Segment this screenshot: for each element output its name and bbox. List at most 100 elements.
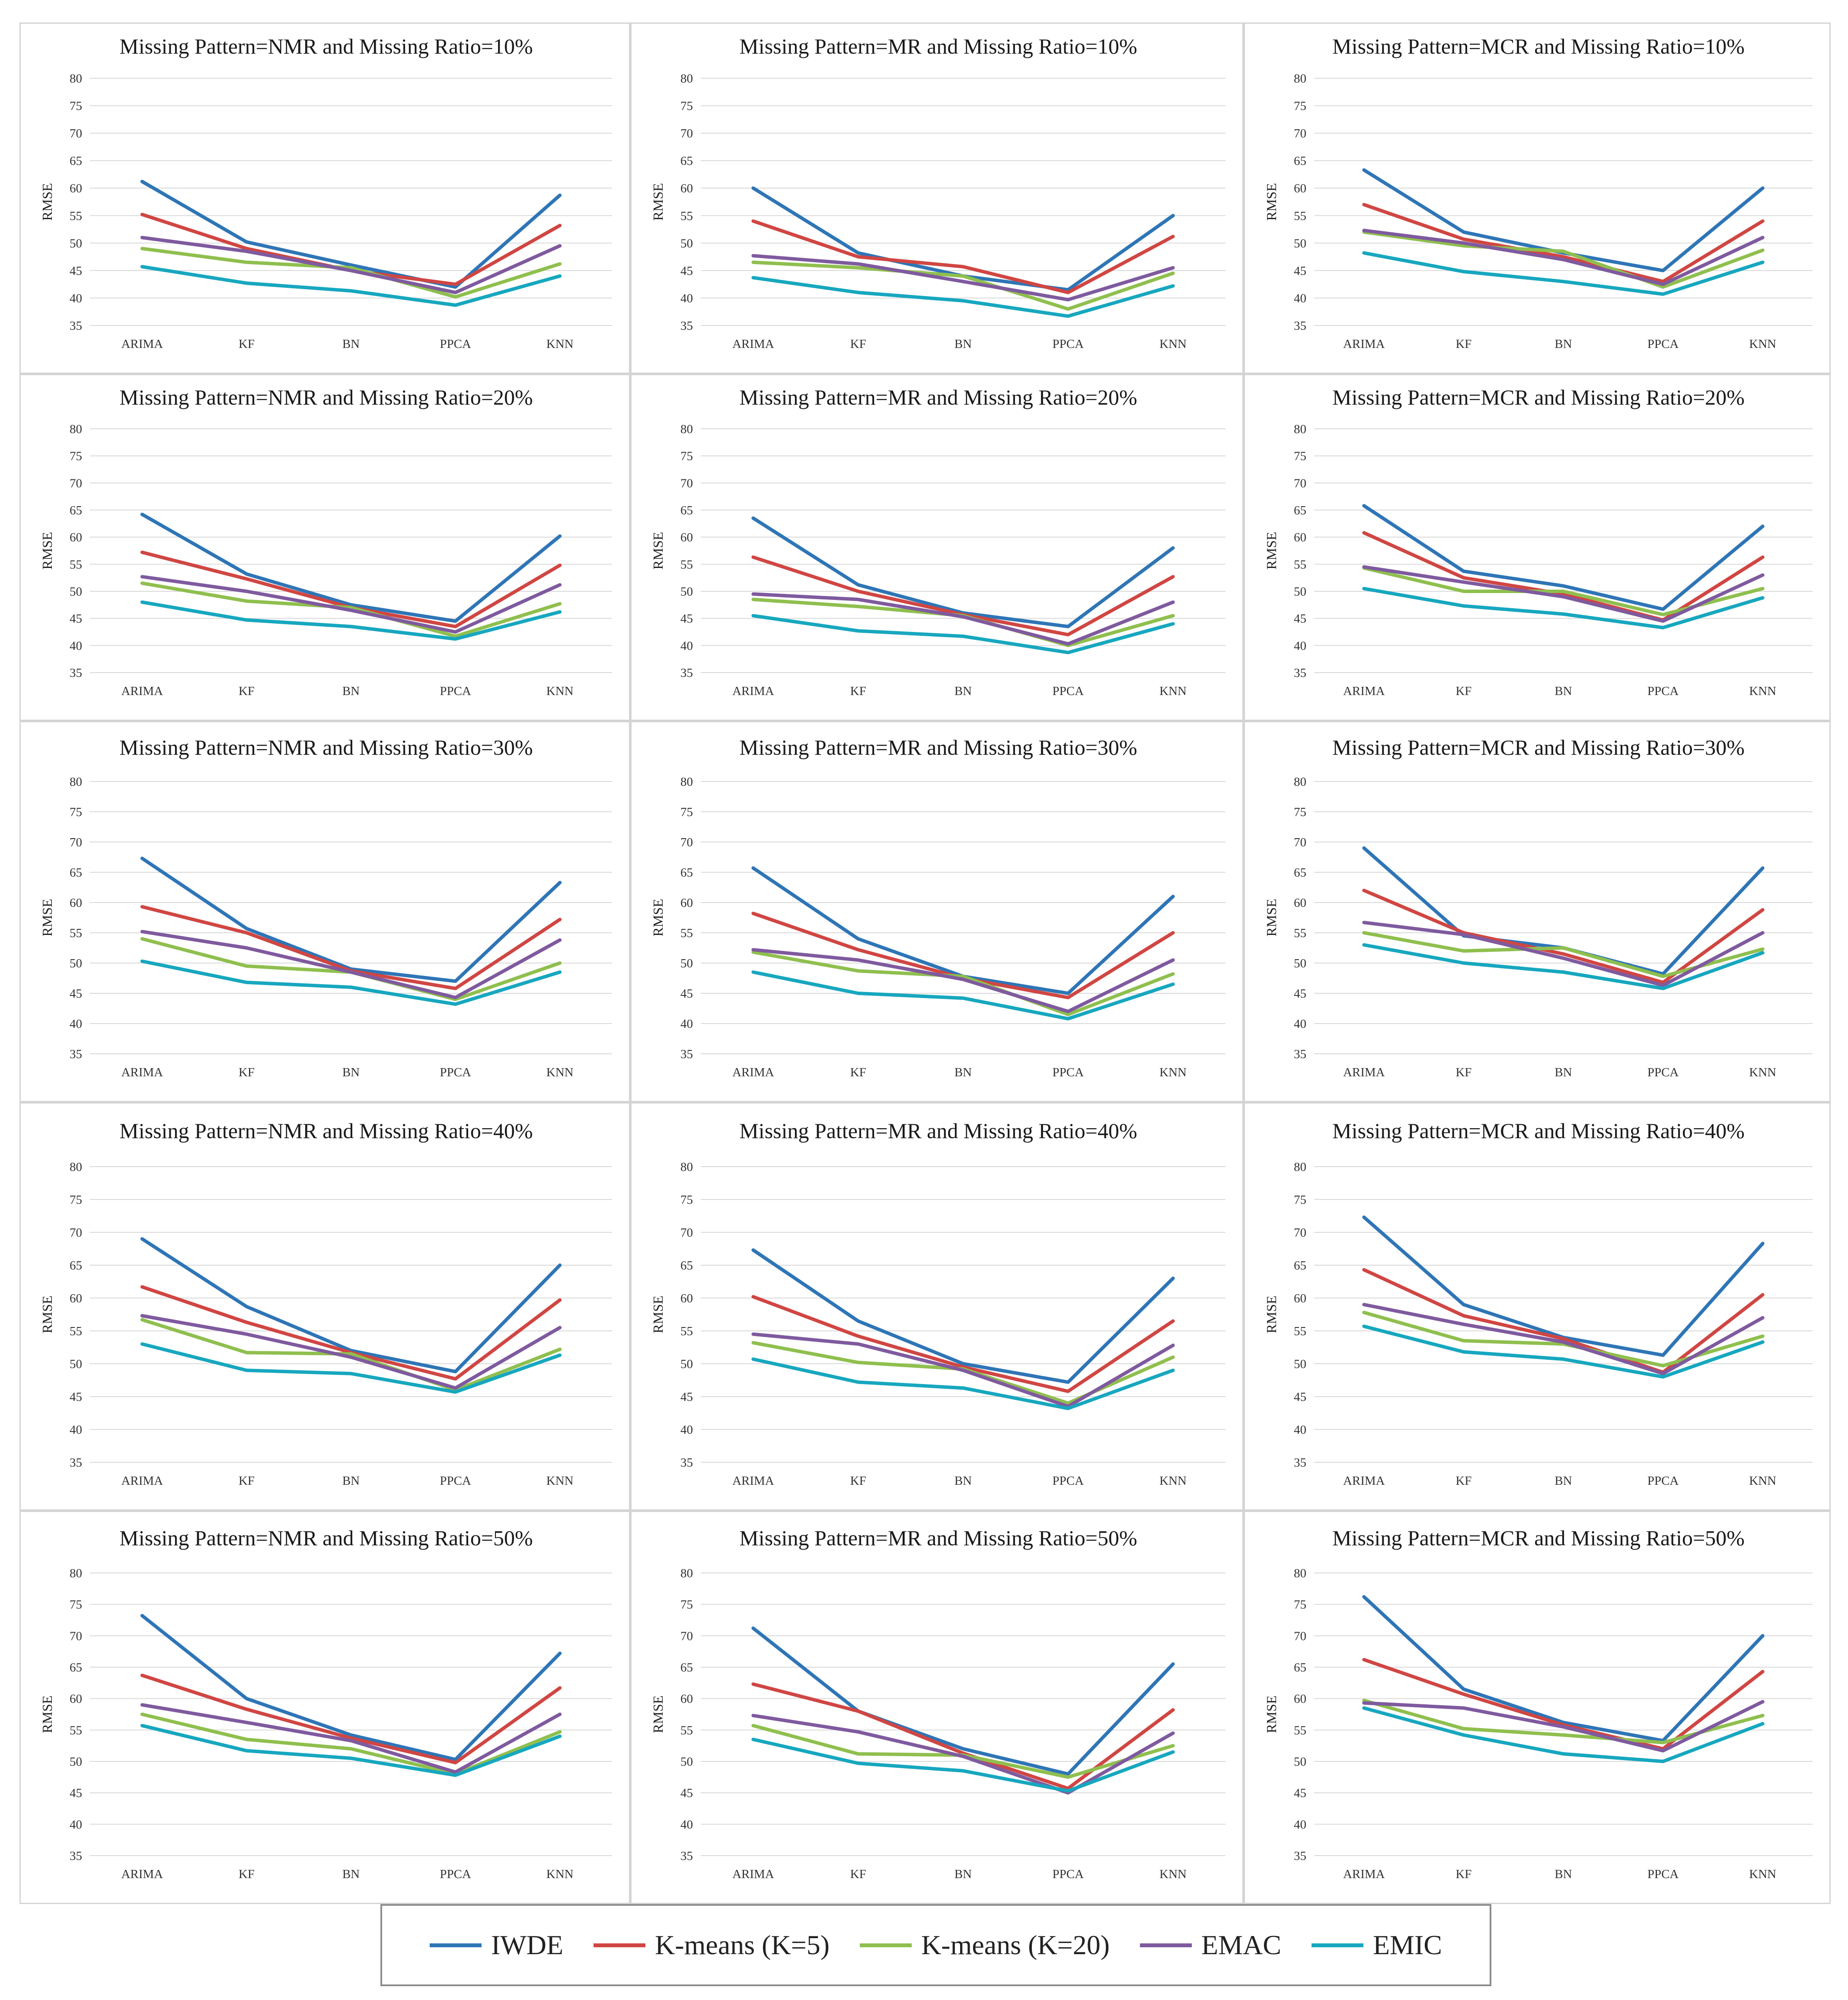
y-tick-label: 65 (1294, 866, 1306, 880)
series-line-iwde (140, 1237, 562, 1374)
y-tick-label: 40 (70, 1017, 82, 1031)
series-line-iwde (751, 1626, 1175, 1776)
series-line-emac (140, 1703, 562, 1774)
x-tick-label: KF (239, 337, 255, 351)
y-tick-label: 80 (70, 1160, 82, 1174)
series-line-k-means-k-20 (1362, 230, 1765, 289)
y-tick-label: 65 (680, 1661, 693, 1675)
y-tick-label: 70 (680, 1629, 693, 1643)
y-tick-label: 80 (1294, 1160, 1306, 1174)
y-tick-label: 70 (70, 476, 82, 490)
y-tick-label: 80 (680, 72, 693, 86)
x-tick-label: KNN (1159, 1867, 1187, 1881)
x-tick-label: ARIMA (1343, 684, 1385, 698)
series-line-iwde (751, 866, 1175, 995)
series-line-emac (140, 930, 562, 999)
series-line-emic (140, 265, 562, 307)
x-tick-label: KF (1455, 1474, 1471, 1488)
chart-title: Missing Pattern=MCR and Missing Ratio=40… (1332, 1119, 1745, 1143)
series-line-emic (140, 1724, 562, 1777)
y-tick-label: 65 (70, 1259, 82, 1273)
y-tick-label: 70 (70, 1226, 82, 1240)
y-tick-label: 55 (680, 1723, 693, 1737)
y-tick-label: 50 (680, 1755, 693, 1769)
series-line-emic (751, 970, 1175, 1021)
legend-swatch-iwde (430, 1943, 482, 1947)
x-tick-label: ARIMA (732, 684, 774, 698)
x-tick-label: KF (1455, 1065, 1471, 1079)
legend-label-kmeans-20: K-means (K=20) (921, 1930, 1110, 1960)
y-tick-label: 60 (1294, 1692, 1306, 1706)
y-tick-label: 60 (70, 896, 82, 910)
chart-panel: Missing Pattern=MR and Missing Ratio=40%… (630, 1102, 1244, 1511)
x-tick-label: PPCA (440, 684, 471, 698)
chart-panel: Missing Pattern=MCR and Missing Ratio=30… (1244, 721, 1831, 1102)
y-tick-label: 50 (70, 236, 82, 250)
legend-item-iwde: IWDE (430, 1929, 563, 1961)
x-tick-label: KNN (1159, 1065, 1187, 1079)
x-tick-label: KF (850, 1065, 866, 1079)
chart-panel: Missing Pattern=MCR and Missing Ratio=10… (1244, 22, 1831, 374)
y-tick-label: 50 (680, 236, 693, 250)
x-tick-label: KF (1455, 684, 1471, 698)
chart-panel: Missing Pattern=MCR and Missing Ratio=20… (1244, 374, 1831, 721)
chart-title: Missing Pattern=NMR and Missing Ratio=20… (119, 385, 533, 409)
y-tick-label: 60 (680, 1692, 693, 1706)
x-tick-label: KNN (1749, 1867, 1776, 1881)
line-chart: Missing Pattern=NMR and Missing Ratio=50… (39, 1526, 612, 1881)
y-tick-label: 65 (70, 1661, 82, 1675)
chart-panel: Missing Pattern=MR and Missing Ratio=20%… (630, 374, 1244, 721)
y-tick-label: 70 (680, 1226, 693, 1240)
y-tick-label: 55 (70, 1324, 82, 1338)
y-tick-label: 50 (1294, 585, 1306, 599)
y-tick-label: 50 (1294, 1755, 1306, 1769)
line-chart: Missing Pattern=MCR and Missing Ratio=50… (1264, 1526, 1813, 1881)
x-tick-label: PPCA (1647, 1065, 1679, 1079)
y-tick-label: 55 (70, 558, 82, 571)
chart-title: Missing Pattern=MR and Missing Ratio=30% (739, 735, 1137, 759)
y-tick-label: 65 (680, 1259, 693, 1273)
y-tick-label: 35 (70, 1047, 82, 1061)
y-tick-label: 60 (1294, 182, 1306, 195)
x-tick-label: ARIMA (732, 1867, 774, 1881)
y-tick-label: 55 (1294, 558, 1306, 571)
y-tick-label: 55 (1294, 926, 1306, 940)
y-tick-label: 80 (680, 1160, 693, 1174)
line-chart: Missing Pattern=MCR and Missing Ratio=20… (1264, 385, 1813, 698)
y-tick-label: 60 (70, 1292, 82, 1305)
y-axis-label: RMSE (1264, 532, 1279, 569)
chart-title: Missing Pattern=MR and Missing Ratio=20% (739, 385, 1137, 409)
series-line-iwde (140, 513, 562, 623)
y-tick-label: 50 (1294, 1357, 1306, 1371)
y-tick-label: 40 (680, 291, 693, 305)
legend-item-kmeans-5: K-means (K=5) (594, 1929, 830, 1961)
x-tick-label: BN (1554, 1474, 1572, 1488)
chart-title: Missing Pattern=MCR and Missing Ratio=50… (1332, 1526, 1745, 1550)
y-tick-label: 55 (1294, 1723, 1306, 1737)
series-line-k-means-k-20 (140, 1318, 562, 1392)
x-tick-label: BN (342, 337, 360, 351)
y-tick-label: 50 (70, 1755, 82, 1769)
y-tick-label: 35 (1294, 1047, 1306, 1061)
y-tick-label: 60 (680, 896, 693, 910)
chart-panel: Missing Pattern=NMR and Missing Ratio=30… (19, 721, 630, 1102)
y-axis-label: RMSE (1264, 1295, 1279, 1333)
x-tick-label: PPCA (440, 1474, 471, 1488)
x-tick-label: KNN (1159, 684, 1187, 698)
series-line-emic (751, 1738, 1175, 1793)
x-tick-label: PPCA (1053, 337, 1084, 351)
y-tick-label: 35 (1294, 1456, 1306, 1470)
y-tick-label: 45 (1294, 264, 1306, 278)
x-tick-label: KF (850, 684, 866, 698)
line-chart: Missing Pattern=NMR and Missing Ratio=40… (39, 1119, 612, 1488)
y-tick-label: 55 (70, 926, 82, 940)
series-line-emic (1362, 587, 1765, 629)
y-tick-label: 40 (1294, 639, 1306, 653)
y-axis-label: RMSE (650, 899, 666, 936)
y-tick-label: 40 (680, 1423, 693, 1437)
y-tick-label: 50 (70, 1357, 82, 1371)
x-tick-label: KNN (1749, 684, 1776, 698)
line-chart: Missing Pattern=MR and Missing Ratio=50%… (650, 1526, 1226, 1881)
y-tick-label: 60 (680, 531, 693, 545)
y-tick-label: 80 (680, 422, 693, 436)
